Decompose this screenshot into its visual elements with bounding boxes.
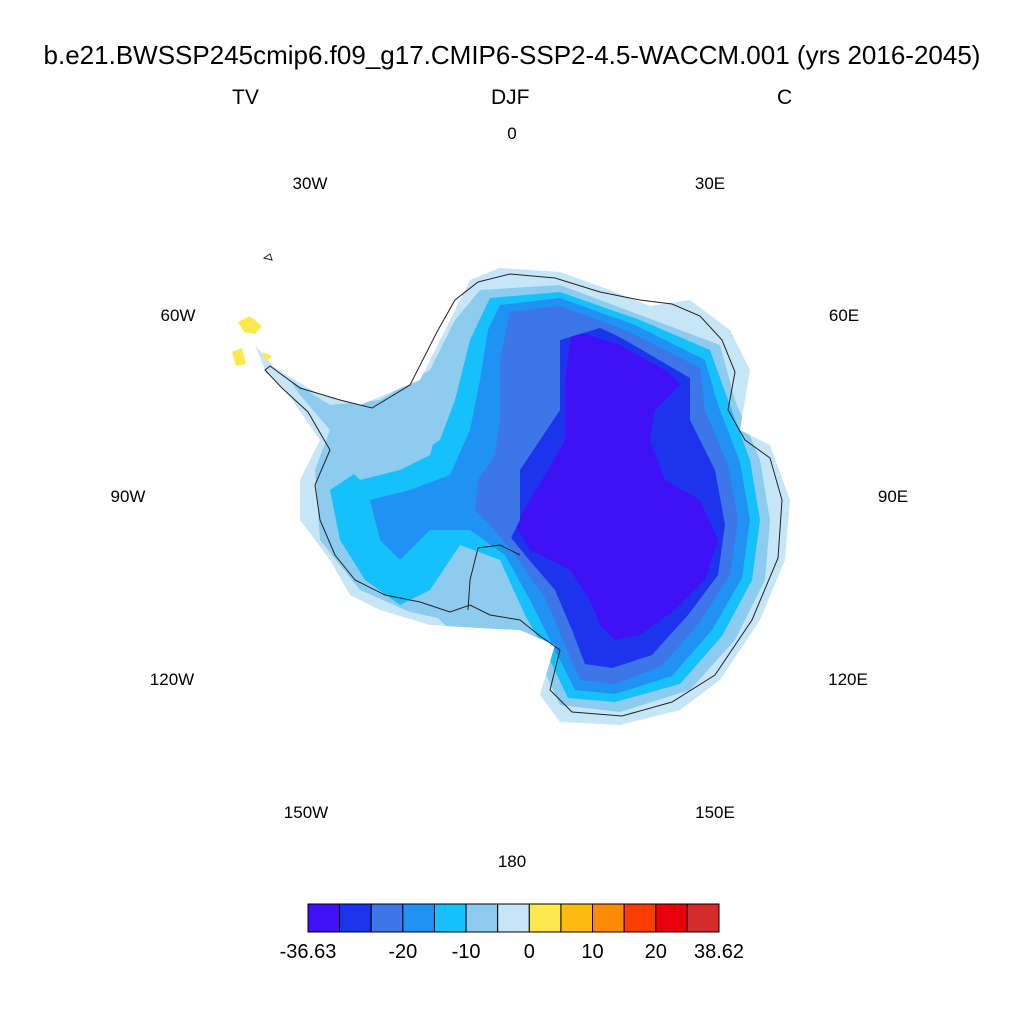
colorbar-swatch (307, 903, 341, 933)
lon-label-150w: 150W (283, 803, 329, 822)
west-antarctic-shelf (340, 390, 440, 480)
variable-label: TV (232, 86, 259, 109)
lon-label-150e: 150E (695, 803, 735, 822)
season-label: DJF (491, 86, 530, 109)
island (262, 253, 273, 261)
peninsula-tip-warm-1 (238, 316, 262, 334)
continent-coastline (264, 273, 783, 717)
lon-label-30w: 30W (292, 174, 328, 193)
colorbar-swatch (370, 903, 404, 933)
colorbar-swatch (433, 903, 467, 933)
lon-label-90w: 90W (110, 487, 146, 506)
colorbar-tick-label: 20 (645, 941, 667, 963)
colorbar-tick-label: -36.63 (280, 941, 337, 963)
colorbar-swatch (592, 903, 625, 933)
colorbar-swatch (497, 903, 530, 933)
colorbar-tick-label: 38.62 (694, 941, 744, 963)
peninsula-tip-warm-3 (262, 352, 272, 362)
peninsula-tip-warm-2 (232, 348, 246, 366)
lon-label-60w: 60W (160, 306, 196, 325)
colorbar-swatch (686, 903, 720, 933)
coldest-interior (515, 330, 718, 640)
coastline (262, 253, 783, 717)
ross-ice-shelf-edge (467, 544, 521, 611)
lon-label-90e: 90E (877, 487, 909, 506)
units-label: C (777, 86, 793, 109)
plot-title: b.e21.BWSSP245cmip6.f09_g17.CMIP6-SSP2-4… (43, 40, 981, 70)
temperature-field (232, 268, 790, 725)
lon-label-120e: 120E (828, 670, 868, 689)
colorbar-swatch (465, 903, 499, 933)
colorbar-swatch (528, 903, 562, 933)
lon-label-0: 0 (507, 124, 517, 143)
colorbar-swatch (339, 903, 372, 933)
colorbar-swatch (402, 903, 435, 933)
colorbar-tick-label: -20 (388, 941, 417, 963)
colorbar-swatch (560, 903, 594, 933)
colorbar-tick-label: -10 (452, 941, 481, 963)
lon-label-60e: 60E (828, 306, 860, 325)
lon-label-120w: 120W (149, 670, 195, 689)
colorbar-swatch (655, 903, 688, 933)
colorbar-tick-label: 0 (524, 941, 535, 963)
colorbar-swatch (623, 903, 657, 933)
lon-label-30e: 30E (694, 174, 726, 193)
lon-label-180: 180 (497, 852, 527, 871)
colorbar-tick-label: 10 (581, 941, 603, 963)
